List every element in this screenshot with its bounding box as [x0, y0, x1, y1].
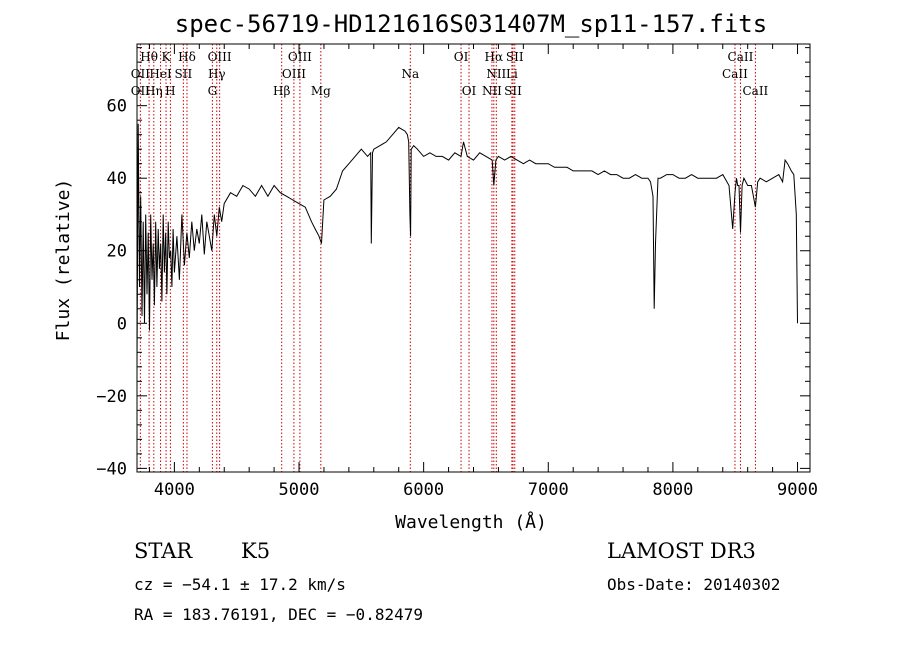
- line-label-3: OIII: [208, 50, 232, 64]
- y-tick-label-20: 20: [107, 242, 127, 262]
- line-label-22: Hβ: [273, 84, 290, 98]
- line-label-21: G: [208, 84, 218, 98]
- redshift-readout: cz = −54.1 ± 17.2 km/s: [134, 575, 346, 594]
- line-label-6: Hα: [485, 50, 504, 64]
- line-label-24: OI: [462, 84, 477, 98]
- line-label-14: Na: [401, 67, 419, 81]
- line-label-4: OIII: [288, 50, 312, 64]
- coordinates: RA = 183.76191, DEC = −0.82479: [134, 605, 423, 624]
- line-label-1: K: [162, 50, 172, 64]
- plot-frame: [136, 43, 811, 473]
- y-tick-label--40: −40: [96, 459, 127, 479]
- x-axis-ticks: 4000 5000 6000 7000 8000 9000: [148, 44, 818, 500]
- x-axis-label: Wavelength (Å): [395, 511, 547, 533]
- x-tick-label-9000: 9000: [777, 480, 818, 500]
- line-label-23: Mg: [311, 84, 331, 98]
- line-label-20: H: [165, 84, 175, 98]
- line-label-13: OIII: [282, 67, 306, 81]
- line-label-8: CaII: [728, 50, 754, 64]
- line-label-15: NII: [486, 67, 506, 81]
- object-class: STAR: [134, 539, 193, 563]
- x-tick-label-5000: 5000: [279, 480, 320, 500]
- line-label-2: Hδ: [178, 50, 196, 64]
- line-label-0: Hθ: [140, 50, 158, 64]
- survey-name: LAMOST DR3: [607, 539, 756, 563]
- y-tick-label-40: 40: [107, 169, 127, 189]
- y-tick-label-60: 60: [107, 97, 127, 117]
- line-label-9: OII: [131, 67, 151, 81]
- line-label-5: OI: [454, 50, 469, 64]
- spectrum-line-0: [136, 123, 798, 367]
- y-tick-label--20: −20: [96, 387, 127, 407]
- spectral-line-markers: [139, 44, 756, 472]
- line-label-25: NII: [482, 84, 502, 98]
- subclass: K5: [241, 539, 270, 563]
- spectrum-trace-group: [136, 123, 798, 367]
- line-label-16: Li: [506, 67, 518, 81]
- line-label-10: HeI: [149, 67, 172, 81]
- line-label-19: Hη: [145, 84, 163, 98]
- y-axis-ticks: −40 −20 0 20 40 60: [96, 47, 810, 479]
- line-label-26: SII: [504, 84, 522, 98]
- x-tick-label-8000: 8000: [652, 480, 693, 500]
- line-label-27: CaII: [742, 84, 768, 98]
- line-label-7: SII: [506, 50, 524, 64]
- line-label-11: SII: [175, 67, 193, 81]
- line-label-12: Hγ: [208, 67, 226, 81]
- line-label-17: CaII: [722, 67, 748, 81]
- y-tick-label-0: 0: [117, 314, 127, 334]
- x-tick-label-7000: 7000: [528, 480, 569, 500]
- chart-title: spec-56719-HD121616S031407M_sp11-157.fit…: [175, 10, 767, 38]
- x-tick-label-4000: 4000: [154, 480, 195, 500]
- obs-date: Obs-Date: 20140302: [607, 575, 780, 594]
- y-axis-label: Flux (relative): [53, 179, 74, 342]
- x-tick-label-6000: 6000: [403, 480, 444, 500]
